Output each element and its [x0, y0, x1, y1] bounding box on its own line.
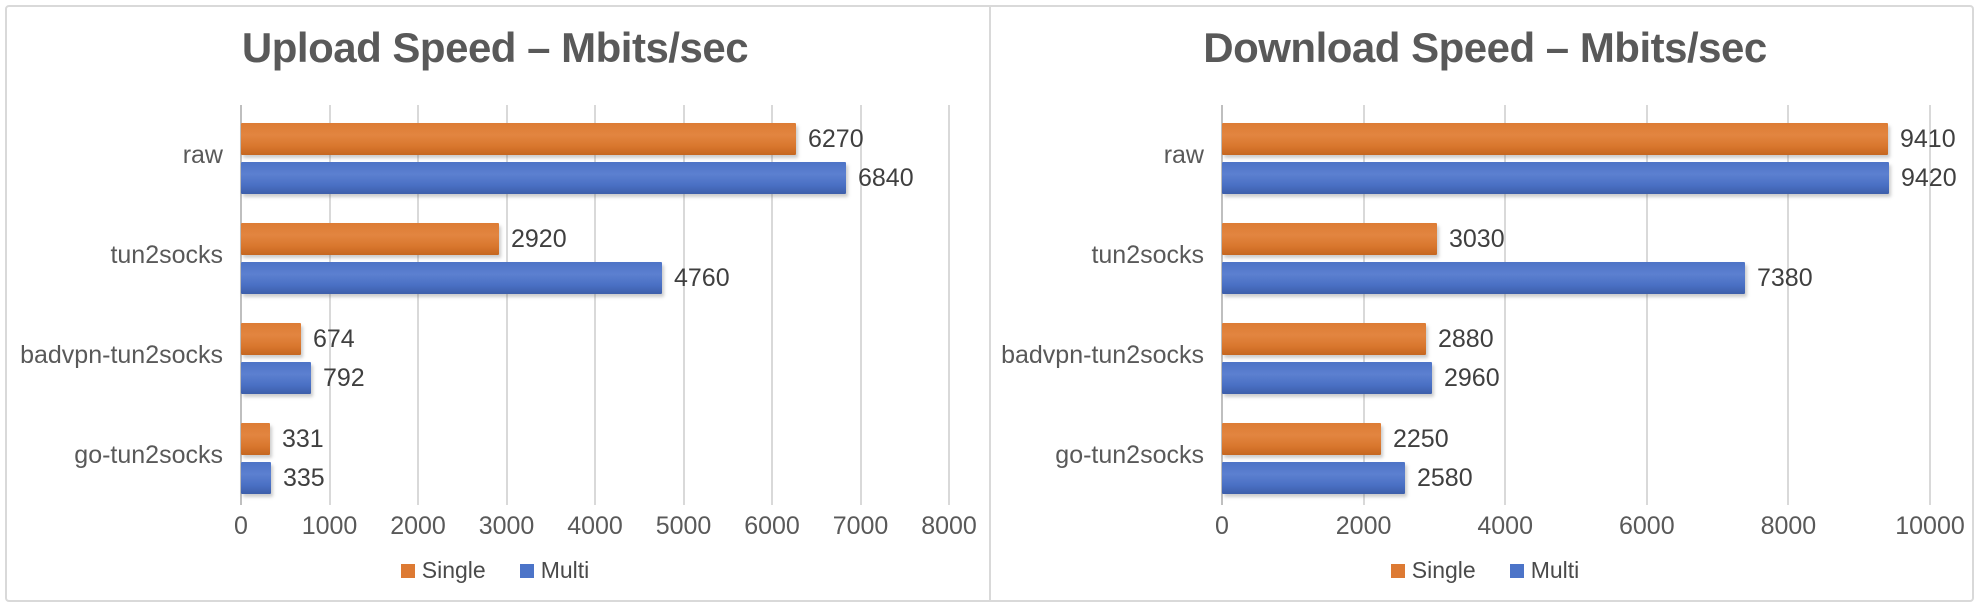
- category-label: badvpn-tun2socks: [20, 341, 223, 369]
- category-label: tun2socks: [1091, 241, 1204, 269]
- legend-swatch-multi: [519, 563, 534, 578]
- legend-label: Single: [1411, 557, 1476, 583]
- value-label: 2880: [1438, 325, 1494, 353]
- gridline: [1787, 105, 1790, 505]
- bar-multi-badvpn-tun2socks: [1222, 362, 1432, 394]
- value-label: 792: [323, 364, 365, 392]
- value-label: 6270: [808, 125, 864, 153]
- bar-multi-tun2socks: [241, 262, 662, 294]
- bar-multi-tun2socks: [1222, 262, 1745, 294]
- value-label: 4760: [674, 264, 730, 292]
- legend-item-single: Single: [400, 557, 486, 584]
- category-label: raw: [182, 141, 223, 169]
- legend-label: Single: [421, 557, 486, 583]
- legend-label: Multi: [540, 557, 590, 583]
- gridline: [1362, 105, 1365, 505]
- axis-tick-label: 6000: [1618, 512, 1675, 540]
- bar-single-badvpn-tun2socks: [1222, 323, 1426, 355]
- axis-tick-label: 7000: [832, 512, 889, 540]
- value-label: 3030: [1449, 225, 1505, 253]
- bar-multi-raw: [241, 162, 846, 194]
- category-label: go-tun2socks: [1055, 441, 1204, 469]
- gridline: [1645, 105, 1648, 505]
- value-label: 7380: [1757, 264, 1813, 292]
- gridline: [594, 105, 596, 505]
- legend-item-multi: Multi: [1509, 557, 1580, 584]
- axis-tick-label: 8000: [1760, 512, 1817, 540]
- panel-divider: [989, 5, 991, 602]
- bar-single-go-tun2socks: [1222, 423, 1381, 455]
- bar-single-badvpn-tun2socks: [241, 323, 301, 355]
- bar-multi-go-tun2socks: [241, 462, 271, 494]
- axis-tick-label: 4000: [567, 512, 623, 540]
- gridline: [948, 105, 950, 505]
- gridline: [1929, 105, 1931, 505]
- download-chart-panel: Download Speed – Mbits/sec 0 2000 4000 6000…: [990, 0, 1980, 610]
- bar-multi-badvpn-tun2socks: [241, 362, 311, 394]
- bar-single-raw: [1222, 123, 1888, 155]
- gridline: [417, 105, 419, 505]
- bar-multi-go-tun2socks: [1222, 462, 1405, 494]
- axis-tick-label: 5000: [655, 512, 712, 540]
- legend-swatch-single: [1390, 563, 1405, 578]
- value-label: 2580: [1417, 464, 1473, 492]
- value-label: 335: [283, 464, 325, 492]
- axis-tick-label: 4000: [1477, 512, 1533, 540]
- axis-tick-label: 2000: [390, 512, 446, 540]
- legend-item-single: Single: [1390, 557, 1476, 584]
- legend: Single Multi: [990, 557, 1980, 584]
- bar-single-tun2socks: [241, 223, 499, 255]
- gridline: [328, 105, 331, 505]
- value-label: 2960: [1444, 364, 1500, 392]
- axis-tick-label: 0: [1215, 512, 1229, 540]
- gridline: [859, 105, 862, 505]
- value-label: 6840: [858, 164, 914, 192]
- bar-single-raw: [241, 123, 796, 155]
- gridline: [505, 105, 508, 505]
- axis-tick-label: 6000: [744, 512, 800, 540]
- legend-swatch-single: [400, 563, 415, 578]
- gridline: [1504, 105, 1507, 505]
- gridline: [682, 105, 685, 505]
- value-label: 9420: [1901, 164, 1957, 192]
- value-label: 9410: [1900, 125, 1956, 153]
- gridline: [771, 105, 773, 505]
- bar-single-tun2socks: [1222, 223, 1437, 255]
- legend-item-multi: Multi: [519, 557, 590, 584]
- legend-label: Multi: [1530, 557, 1580, 583]
- axis-tick-label: 10000: [1895, 512, 1965, 540]
- category-label: raw: [1163, 141, 1204, 169]
- axis-tick-label: 0: [234, 512, 248, 540]
- chart-title: Download Speed – Mbits/sec: [1203, 24, 1767, 71]
- bar-single-go-tun2socks: [241, 423, 270, 455]
- axis-line: [240, 105, 242, 505]
- value-label: 2920: [511, 225, 567, 253]
- category-label: go-tun2socks: [74, 441, 223, 469]
- axis-line: [1221, 105, 1223, 505]
- category-label: badvpn-tun2socks: [1001, 341, 1204, 369]
- axis-tick-label: 3000: [478, 512, 535, 540]
- axis-tick-label: 8000: [921, 512, 977, 540]
- axis-tick-label: 2000: [1335, 512, 1392, 540]
- chart-title: Upload Speed – Mbits/sec: [241, 24, 749, 71]
- value-label: 331: [282, 425, 324, 453]
- value-label: 674: [313, 325, 355, 353]
- bar-multi-raw: [1222, 162, 1889, 194]
- value-label: 2250: [1393, 425, 1449, 453]
- legend: Single Multi: [0, 557, 990, 584]
- legend-swatch-multi: [1509, 563, 1524, 578]
- axis-tick-label: 1000: [301, 512, 358, 540]
- category-label: tun2socks: [110, 241, 223, 269]
- upload-chart-panel: Upload Speed – Mbits/sec 0 1000 2000 3000 40…: [0, 24, 990, 584]
